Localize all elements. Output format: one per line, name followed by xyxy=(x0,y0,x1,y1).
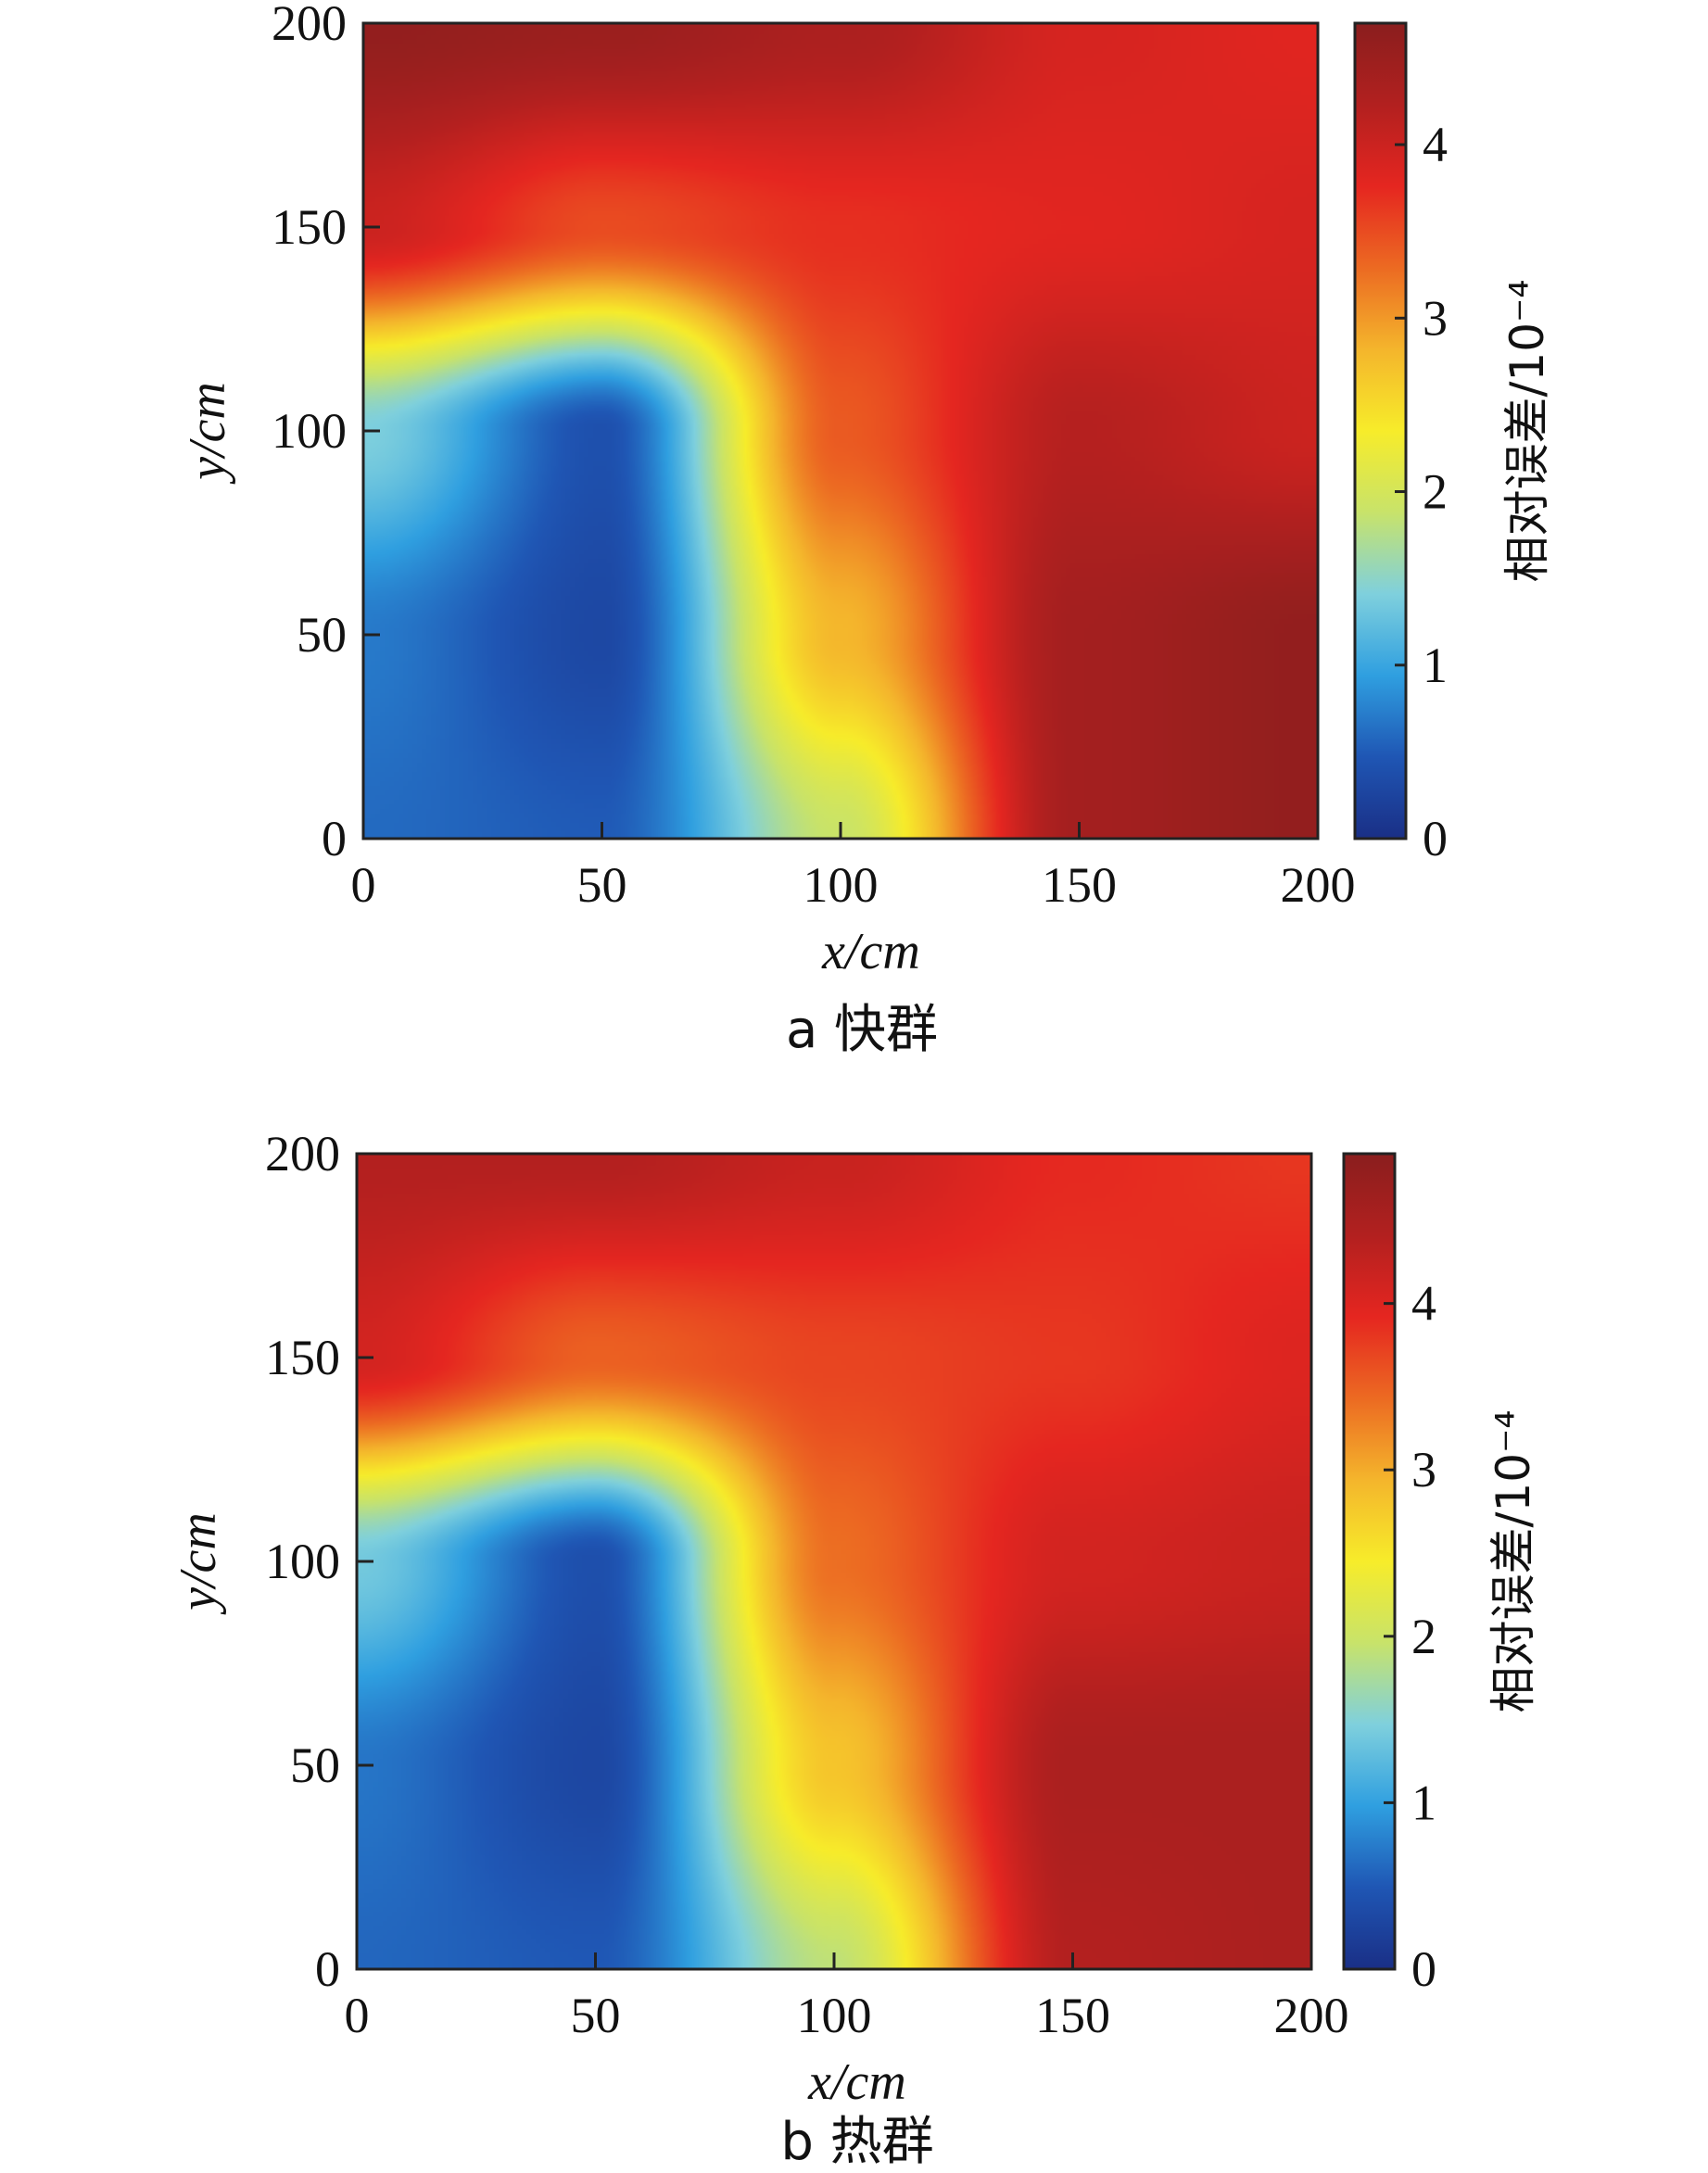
colorbar xyxy=(1353,21,1408,840)
heatmap-image xyxy=(363,23,1318,839)
colorbar-tick-label: 1 xyxy=(1423,638,1448,693)
y-axis-label: y/cm xyxy=(179,382,236,485)
y-axis-label: y/cm xyxy=(170,1512,227,1615)
x-tick-label: 200 xyxy=(1281,857,1356,913)
x-tick-label: 200 xyxy=(1274,1988,1349,2043)
y-tick-label: 0 xyxy=(322,811,347,866)
x-tick-label: 100 xyxy=(803,857,879,913)
panel-a: 0 50 100 150 200 0 50 100 150 200 x/cm y/cm 0 1 2 3 4… xyxy=(179,0,1554,1060)
x-tick-label: 0 xyxy=(345,1988,370,2043)
x-tick-label: 50 xyxy=(571,1988,621,2043)
colorbar-tick-label: 4 xyxy=(1411,1276,1436,1332)
y-tick-label: 200 xyxy=(272,0,347,51)
panel-caption: a 快群 xyxy=(786,1000,938,1060)
colorbar-tick-label: 0 xyxy=(1423,811,1448,866)
colorbar-tick-label: 2 xyxy=(1423,464,1448,520)
heatmap-image xyxy=(357,1154,1311,1969)
x-axis-label: x/cm xyxy=(821,923,920,980)
colorbar-tick-label: 0 xyxy=(1411,1941,1436,1997)
y-tick-label: 50 xyxy=(290,1737,340,1793)
y-tick-label: 200 xyxy=(265,1126,340,1181)
colorbar-tick-label: 2 xyxy=(1411,1609,1436,1664)
x-tick-label: 100 xyxy=(797,1988,872,2043)
colorbar-label: 相对误差/10⁻⁴ xyxy=(1500,280,1554,583)
y-tick-label: 50 xyxy=(297,607,347,663)
colorbar-ticks: 0 1 2 3 4 xyxy=(1384,1276,1436,1997)
x-tick-label: 0 xyxy=(351,857,376,913)
x-tick-label: 150 xyxy=(1035,1988,1110,2043)
colorbar-tick-label: 3 xyxy=(1423,290,1448,346)
y-tick-label: 150 xyxy=(265,1330,340,1385)
axis-ticks: 0 50 100 150 200 0 50 100 150 200 xyxy=(265,1126,1349,2043)
axis-ticks: 0 50 100 150 200 0 50 100 150 200 xyxy=(272,0,1356,913)
y-tick-label: 100 xyxy=(272,403,347,459)
y-tick-label: 100 xyxy=(265,1534,340,1589)
panel-caption: b 热群 xyxy=(780,2112,933,2172)
colorbar-tick-label: 3 xyxy=(1411,1442,1436,1497)
panel-b: 0 50 100 150 200 0 50 100 150 200 x/cm y/cm 0 1 2 3 4… xyxy=(170,1126,1540,2172)
y-tick-label: 0 xyxy=(315,1941,340,1997)
colorbar-tick-label: 4 xyxy=(1423,117,1448,172)
y-tick-label: 150 xyxy=(272,199,347,255)
colorbar-ticks: 0 1 2 3 4 xyxy=(1395,117,1448,866)
x-axis-label: x/cm xyxy=(807,2053,906,2111)
colorbar xyxy=(1342,1152,1397,1971)
colorbar-label: 相对误差/10⁻⁴ xyxy=(1487,1410,1540,1713)
x-tick-label: 150 xyxy=(1042,857,1117,913)
colorbar-tick-label: 1 xyxy=(1411,1775,1436,1830)
x-tick-label: 50 xyxy=(577,857,627,913)
